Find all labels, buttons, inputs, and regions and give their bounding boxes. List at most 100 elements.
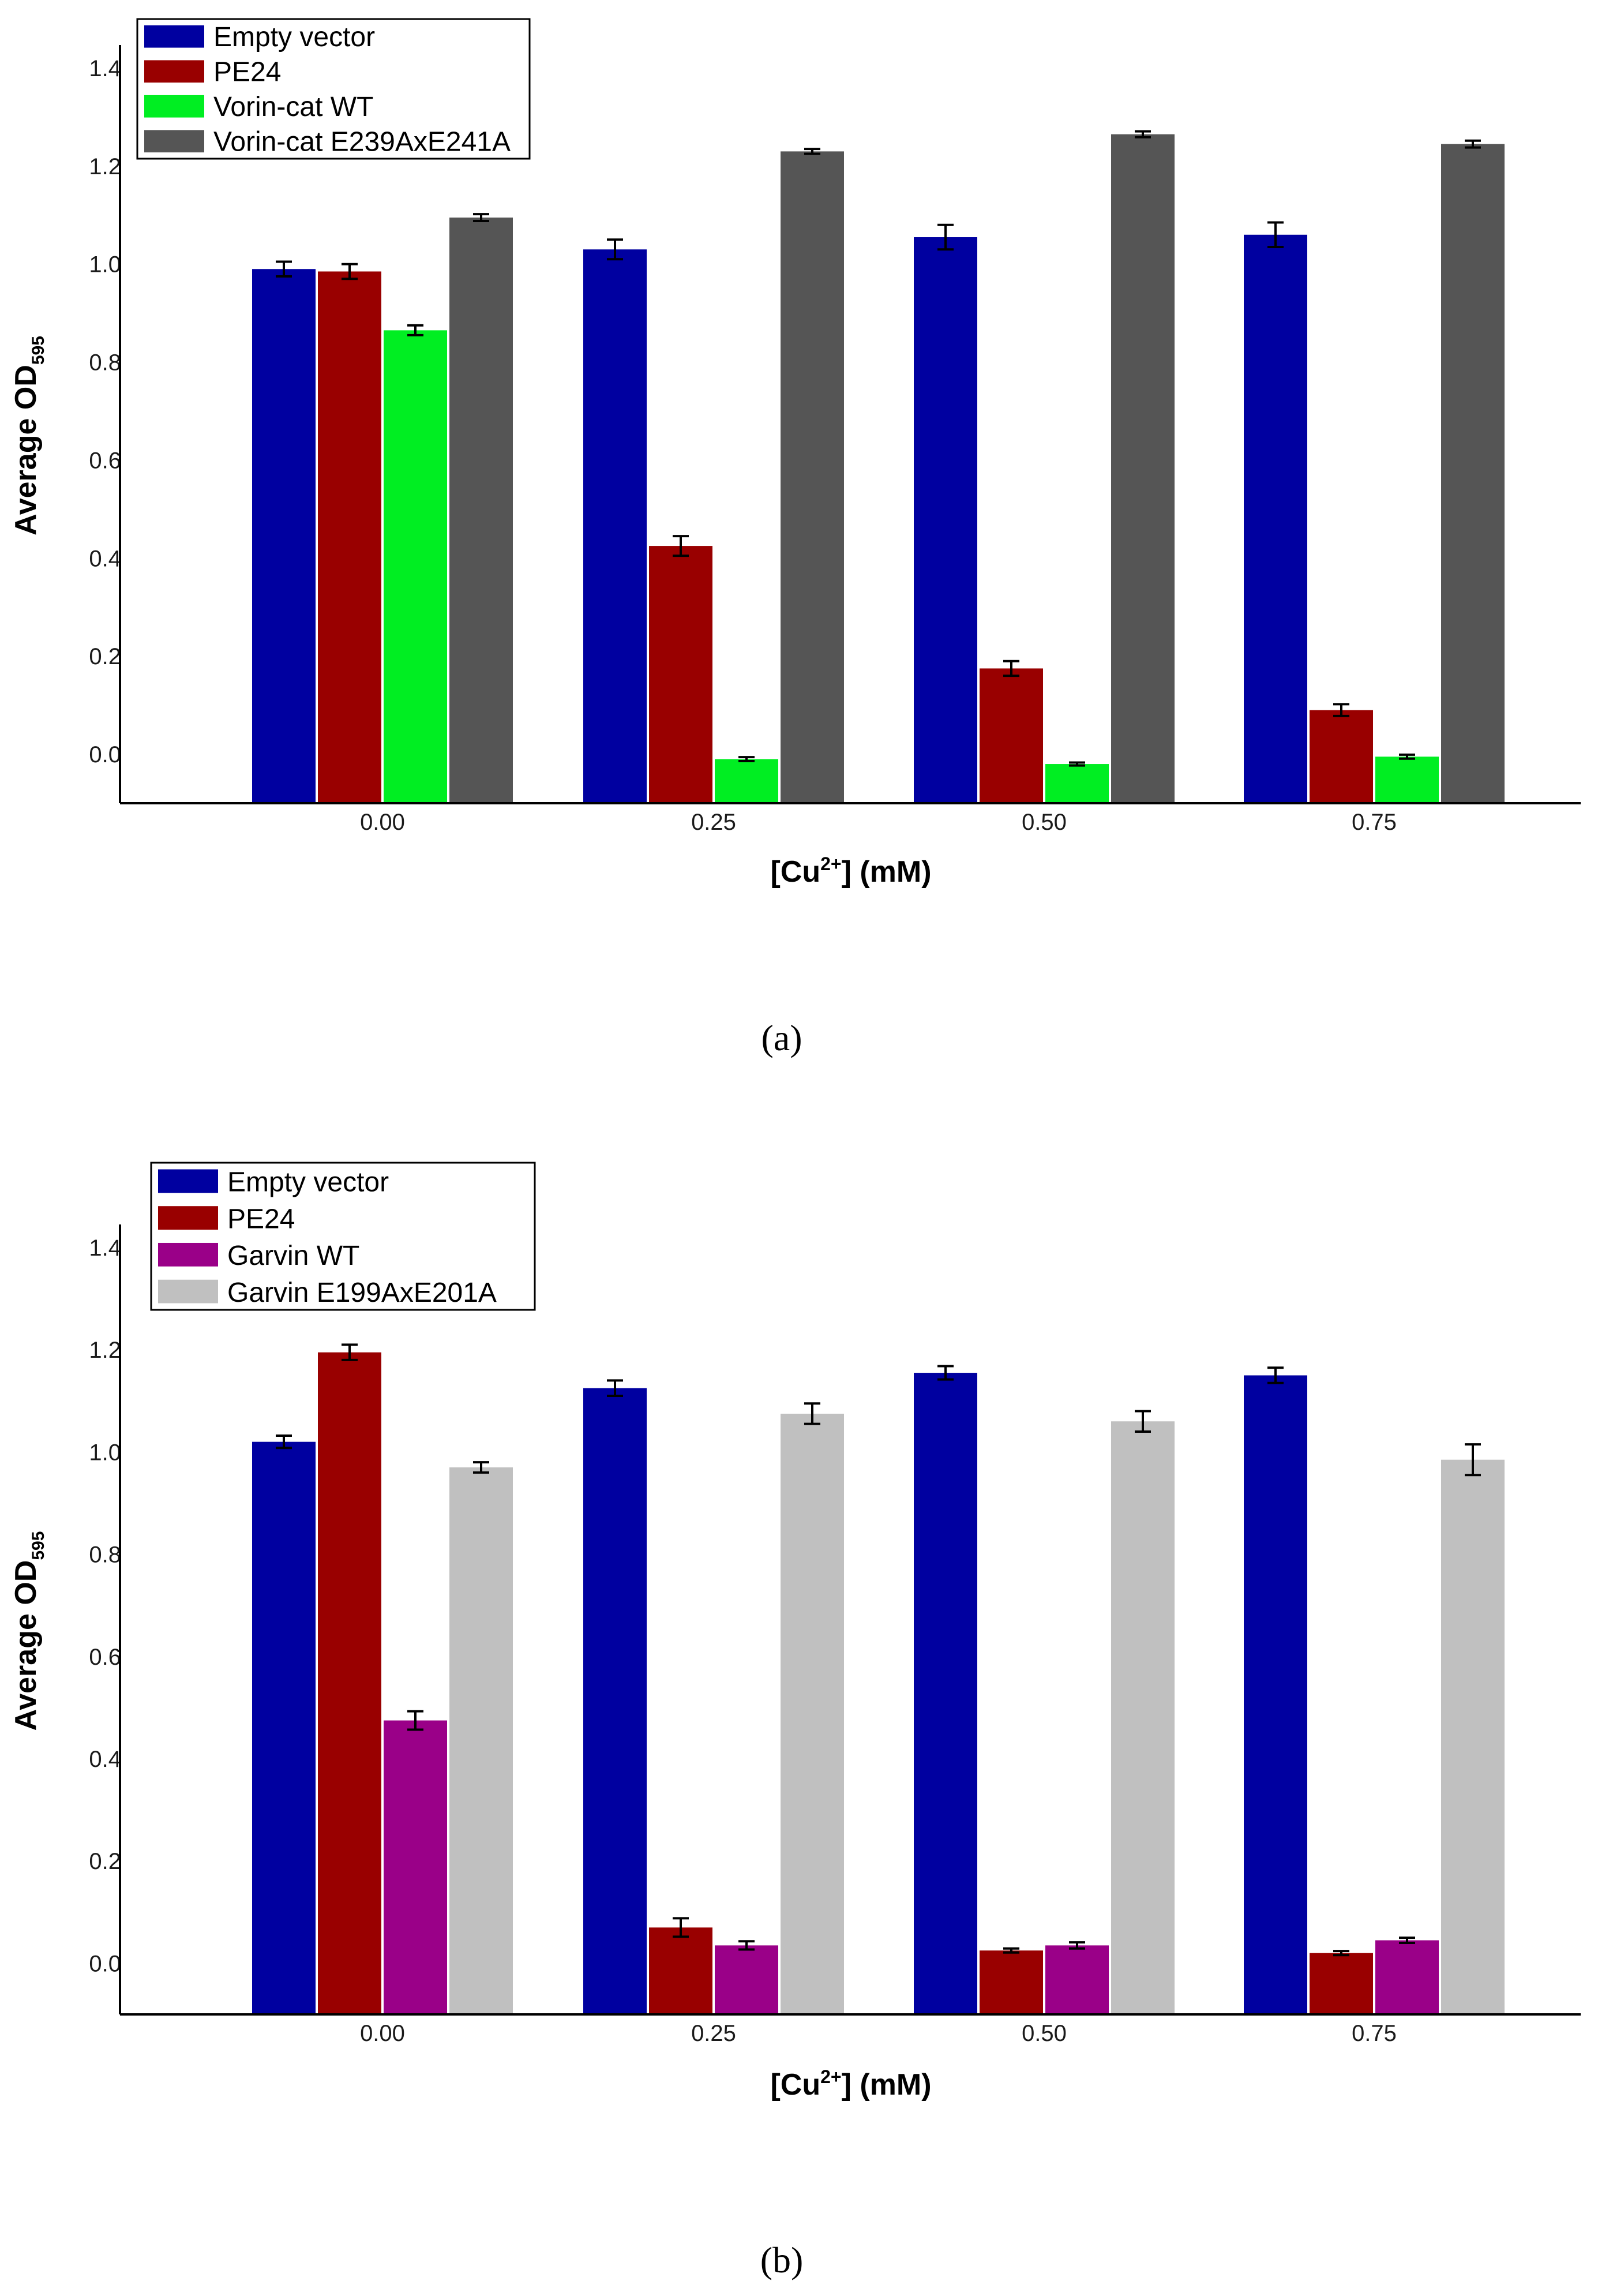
bar-pe24 xyxy=(980,668,1043,803)
bar-garvin-wt xyxy=(1045,1945,1109,2014)
bar-empty-vector xyxy=(914,237,977,803)
bar-garvin-wt xyxy=(715,1945,778,2014)
legend-label-garvin-wt: Garvin WT xyxy=(227,1241,359,1271)
legend-label-pe24: PE24 xyxy=(227,1204,295,1234)
legend-label-empty-vector: Empty vector xyxy=(213,22,375,53)
bar-empty-vector xyxy=(583,249,647,804)
y-axis-label-main: Average OD xyxy=(9,365,43,535)
legend-swatch-empty-vector xyxy=(144,25,204,48)
y-axis-label: Average OD595 xyxy=(9,1531,48,1731)
x-axis-label-pre: [Cu xyxy=(770,855,820,889)
bar-vorin-cat-e239axe241a xyxy=(449,218,513,804)
x-axis-label: [Cu2+] (mM) xyxy=(770,853,931,889)
y-tick-label: 0.4 xyxy=(89,1747,121,1772)
bar-empty-vector xyxy=(252,1441,316,2014)
legend-swatch-empty-vector xyxy=(158,1169,218,1193)
y-tick-label: 0.8 xyxy=(89,1542,121,1568)
legend-label-vorin-cat-e239axe241a: Vorin-cat E239AxE241A xyxy=(213,127,511,158)
bar-empty-vector xyxy=(583,1388,647,2014)
x-axis-label-pre: [Cu xyxy=(770,2068,820,2102)
y-tick-label: 1.0 xyxy=(89,252,121,278)
bar-pe24 xyxy=(980,1950,1043,2014)
y-tick-label: 1.4 xyxy=(89,56,121,81)
bar-vorin-cat-wt xyxy=(715,759,778,803)
x-axis-ticks: 0.00 0.25 0.50 0.75 xyxy=(360,2021,1397,2046)
bar-garvin-e199axe201a xyxy=(1111,1421,1175,2014)
bar-pe24 xyxy=(649,1927,712,2014)
y-tick-label: 0.4 xyxy=(89,546,121,571)
bar-vorin-cat-e239axe241a xyxy=(1441,144,1505,803)
legend-label-empty-vector: Empty vector xyxy=(227,1167,389,1198)
y-tick-label: 1.4 xyxy=(89,1235,121,1261)
y-axis-ticks: 0.0 0.2 0.4 0.6 0.8 1.0 1.2 1.4 xyxy=(89,1235,121,1976)
y-tick-label: 1.2 xyxy=(89,154,121,179)
legend-label-pe24: PE24 xyxy=(213,57,281,88)
x-axis-label-post: ] (mM) xyxy=(842,2068,932,2102)
y-tick-label: 1.2 xyxy=(89,1338,121,1363)
y-tick-label: 0.0 xyxy=(89,1951,121,1976)
bar-empty-vector xyxy=(252,269,316,803)
y-tick-label: 0.0 xyxy=(89,742,121,767)
bars xyxy=(252,1352,1505,2014)
y-axis-label-subscript: 595 xyxy=(29,1531,48,1560)
bar-garvin-wt xyxy=(384,1720,447,2014)
x-axis-label-post: ] (mM) xyxy=(842,855,932,889)
bar-empty-vector xyxy=(1244,1375,1307,2014)
bar-empty-vector xyxy=(914,1373,977,2014)
x-tick-label: 0.50 xyxy=(1022,810,1067,835)
x-tick-label: 0.75 xyxy=(1352,810,1397,835)
bar-garvin-e199axe201a xyxy=(1441,1459,1505,2014)
bar-vorin-cat-wt xyxy=(1045,764,1109,803)
y-tick-label: 1.0 xyxy=(89,1440,121,1465)
x-axis-label: [Cu2+] (mM) xyxy=(770,2066,931,2102)
x-axis-ticks: 0.00 0.25 0.50 0.75 xyxy=(360,810,1397,835)
bar-pe24 xyxy=(318,271,381,803)
error-bars xyxy=(276,1343,1481,1957)
y-axis-label-main: Average OD xyxy=(9,1560,43,1731)
legend: Empty vector PE24 Vorin-cat WT Vorin-cat E2… xyxy=(136,18,531,160)
y-tick-label: 0.6 xyxy=(89,1645,121,1670)
legend-swatch-garvin-wt xyxy=(158,1242,218,1267)
bar-vorin-cat-e239axe241a xyxy=(1111,134,1175,803)
x-tick-label: 0.25 xyxy=(691,2021,736,2046)
x-axis-label-superscript: 2+ xyxy=(820,853,841,874)
y-axis-label: Average OD595 xyxy=(9,336,48,535)
legend-swatch-vorin-cat-wt xyxy=(144,95,204,118)
bar-vorin-cat-wt xyxy=(384,330,447,803)
error-bars xyxy=(276,130,1481,767)
panel-caption: (b) xyxy=(760,2239,804,2280)
y-tick-label: 0.2 xyxy=(89,644,121,669)
bar-garvin-e199axe201a xyxy=(781,1413,844,2014)
y-axis-ticks: 0.0 0.2 0.4 0.6 0.8 1.0 1.2 1.4 xyxy=(89,56,121,767)
bar-pe24 xyxy=(318,1352,381,2014)
legend-swatch-vorin-cat-e239axe241a xyxy=(144,130,204,153)
legend-swatch-pe24 xyxy=(144,60,204,83)
bar-pe24 xyxy=(1310,1953,1373,2014)
x-tick-label: 0.00 xyxy=(360,810,405,835)
chart-panel-b: 0.0 0.2 0.4 0.6 0.8 1.0 1.2 1.4 0.00 0.25 0.50 0.7… xyxy=(9,1162,1581,2280)
y-tick-label: 0.2 xyxy=(89,1849,121,1874)
chart-panel-a: 0.0 0.2 0.4 0.6 0.8 1.0 1.2 1.4 0.00 0.25 0.50 0.7… xyxy=(9,18,1581,1058)
y-tick-label: 0.6 xyxy=(89,448,121,473)
bar-vorin-cat-wt xyxy=(1375,756,1439,803)
legend: Empty vector PE24 Garvin WT Garvin E199AxE2… xyxy=(150,1162,536,1311)
x-tick-label: 0.75 xyxy=(1352,2021,1397,2046)
x-tick-label: 0.00 xyxy=(360,2021,405,2046)
y-tick-label: 0.8 xyxy=(89,350,121,376)
legend-swatch-garvin-e199axe201a xyxy=(158,1279,218,1304)
legend-label-garvin-e199axe201a: Garvin E199AxE201A xyxy=(227,1278,497,1308)
bar-pe24 xyxy=(1310,710,1373,803)
bars xyxy=(252,134,1505,804)
legend-swatch-pe24 xyxy=(158,1206,218,1230)
panel-caption: (a) xyxy=(761,1017,802,1058)
bar-vorin-cat-e239axe241a xyxy=(781,151,844,803)
bar-garvin-wt xyxy=(1375,1940,1439,2014)
x-axis-label-superscript: 2+ xyxy=(820,2066,841,2087)
legend-label-vorin-cat-wt: Vorin-cat WT xyxy=(213,92,373,122)
x-tick-label: 0.50 xyxy=(1022,2021,1067,2046)
x-tick-label: 0.25 xyxy=(691,810,736,835)
bar-pe24 xyxy=(649,546,712,803)
bar-empty-vector xyxy=(1244,234,1307,804)
bar-garvin-e199axe201a xyxy=(449,1467,513,2014)
